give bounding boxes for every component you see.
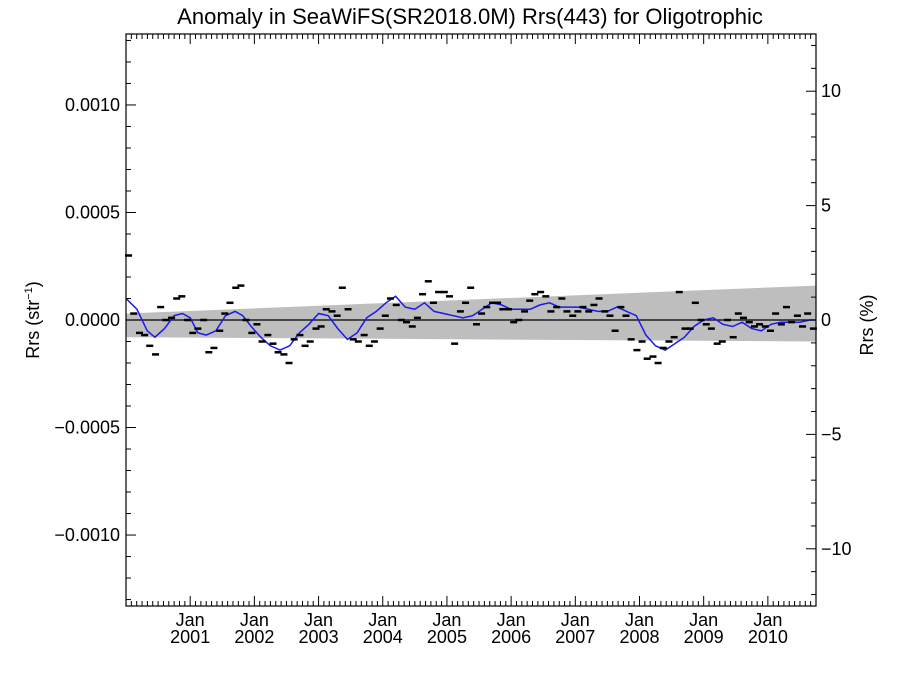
y-tick-labels: 0.0010 0.0005 0.0000 −0.0005 −0.0010 [54,95,120,545]
x-tick-year-label: 2005 [427,627,467,647]
confidence-band-layer [126,285,816,342]
y2-tick-labels: 10 5 0 −5 −10 [821,81,852,559]
y-tick-label: −0.0010 [54,525,120,545]
x-tick-month-label: Jan [497,610,526,630]
y-tick-label: 0.0010 [65,95,120,115]
x-tick-month-label: Jan [176,610,205,630]
y-axis-label-superscript: −1 [23,287,35,300]
x-tick-month-label: Jan [368,610,397,630]
y-tick-label: 0.0005 [65,202,120,222]
y2-tick-label: 5 [821,196,831,216]
x-tick-year-label: 2008 [619,627,659,647]
x-tick-year-label: 2003 [299,627,339,647]
x-tick-month-label: Jan [753,610,782,630]
x-tick-month-label: Jan [304,610,333,630]
y-axis-label: Rrs (str−1) [23,281,43,359]
y2-tick-label: −5 [821,424,842,444]
y2-tick-label: 10 [821,81,841,101]
y-axis-label-main: Rrs (str [23,300,43,359]
y2-tick-label: 0 [821,310,831,330]
x-tick-year-label: 2007 [555,627,595,647]
axis-ticks-layer [126,34,816,606]
y-tick-label: −0.0005 [54,418,120,438]
x-tick-month-label: Jan [625,610,654,630]
monthly-points-layer [125,254,817,365]
x-tick-month-label: Jan [240,610,269,630]
y-axis-label-close: ) [23,281,43,287]
x-tick-year-label: 2010 [748,627,788,647]
x-tick-year-label: 2002 [234,627,274,647]
x-tick-month-label: Jan [561,610,590,630]
x-tick-year-label: 2006 [491,627,531,647]
x-tick-year-label: 2001 [170,627,210,647]
y2-axis-label: Rrs (%) [857,295,877,356]
y2-tick-label: −10 [821,539,852,559]
x-tick-year-label: 2004 [363,627,403,647]
confidence-band [126,285,816,342]
x-tick-year-label: 2009 [684,627,724,647]
y-tick-label: 0.0000 [65,310,120,330]
x-tick-labels: Jan2001Jan2002Jan2003Jan2004Jan2005Jan20… [170,610,788,647]
x-tick-month-label: Jan [689,610,718,630]
chart-title: Anomaly in SeaWiFS(SR2018.0M) Rrs(443) f… [177,4,763,29]
x-tick-month-label: Jan [432,610,461,630]
